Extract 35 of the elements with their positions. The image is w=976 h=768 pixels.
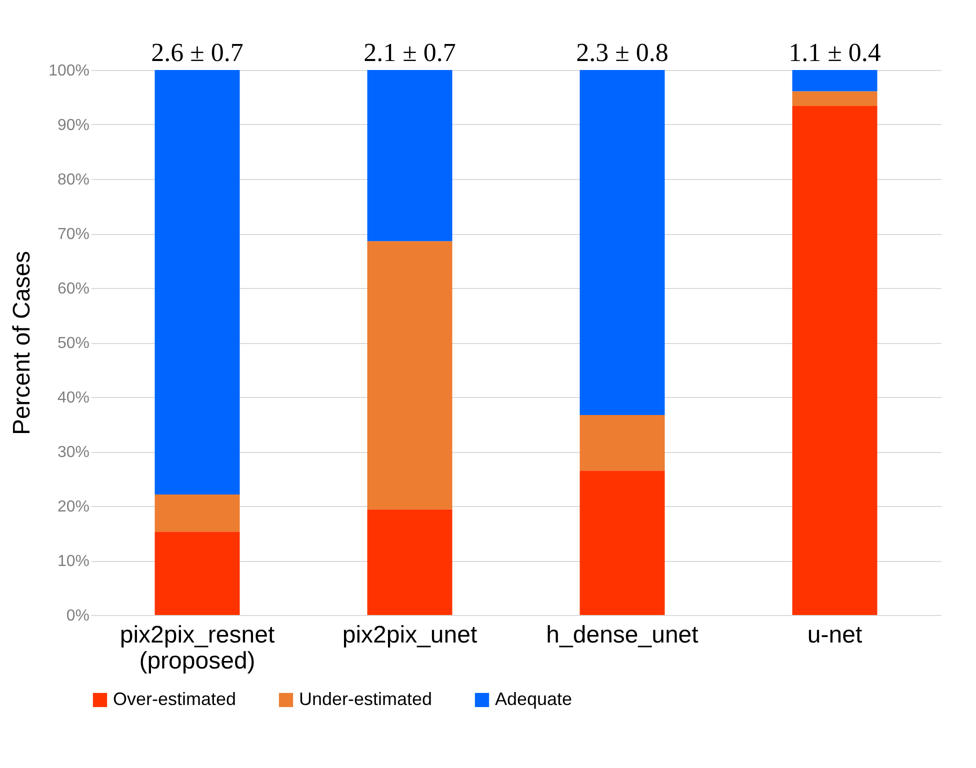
y-tick-label: 40% [57, 390, 90, 406]
bar [580, 414, 665, 471]
y-axis-title: Percent of Cases [8, 250, 36, 436]
bar [154, 70, 240, 495]
bar [792, 106, 878, 615]
x-tick-label: h_dense_unet [546, 622, 699, 648]
y-tick-label: 60% [57, 280, 90, 298]
bar [154, 494, 240, 532]
y-tick-label: 30% [57, 444, 90, 461]
x-tick-label: u-net [807, 622, 862, 648]
legend-label: Adequate [495, 689, 572, 709]
bar [580, 470, 665, 615]
y-tick-label: 100% [48, 62, 90, 80]
bar [367, 70, 452, 242]
y-tick-label: 70% [57, 226, 90, 243]
bar [367, 241, 452, 510]
bar [580, 70, 665, 415]
y-tick-label: 10% [57, 553, 90, 570]
y-tick-label: 50% [57, 335, 90, 352]
y-tick-label: 20% [57, 498, 90, 516]
bar [792, 91, 878, 106]
annotation: 2.6 ± 0.7 [151, 38, 244, 67]
y-tick-label: 90% [57, 117, 90, 134]
bar [367, 509, 452, 615]
y-tick-label: 0% [66, 608, 90, 624]
annotation: 2.1 ± 0.7 [364, 38, 456, 67]
bar [154, 532, 240, 615]
x-tick-label: pix2pix_unet [342, 622, 478, 648]
legend-label: Under-estimated [299, 689, 432, 709]
x-tick-label: pix2pix_resnet (proposed) [120, 622, 275, 674]
annotation: 2.3 ± 0.8 [576, 38, 668, 67]
y-tick-label: 80% [57, 172, 90, 188]
legend-label: Over-estimated [113, 689, 236, 709]
annotation: 1.1 ± 0.4 [788, 38, 881, 67]
bar [792, 70, 878, 92]
